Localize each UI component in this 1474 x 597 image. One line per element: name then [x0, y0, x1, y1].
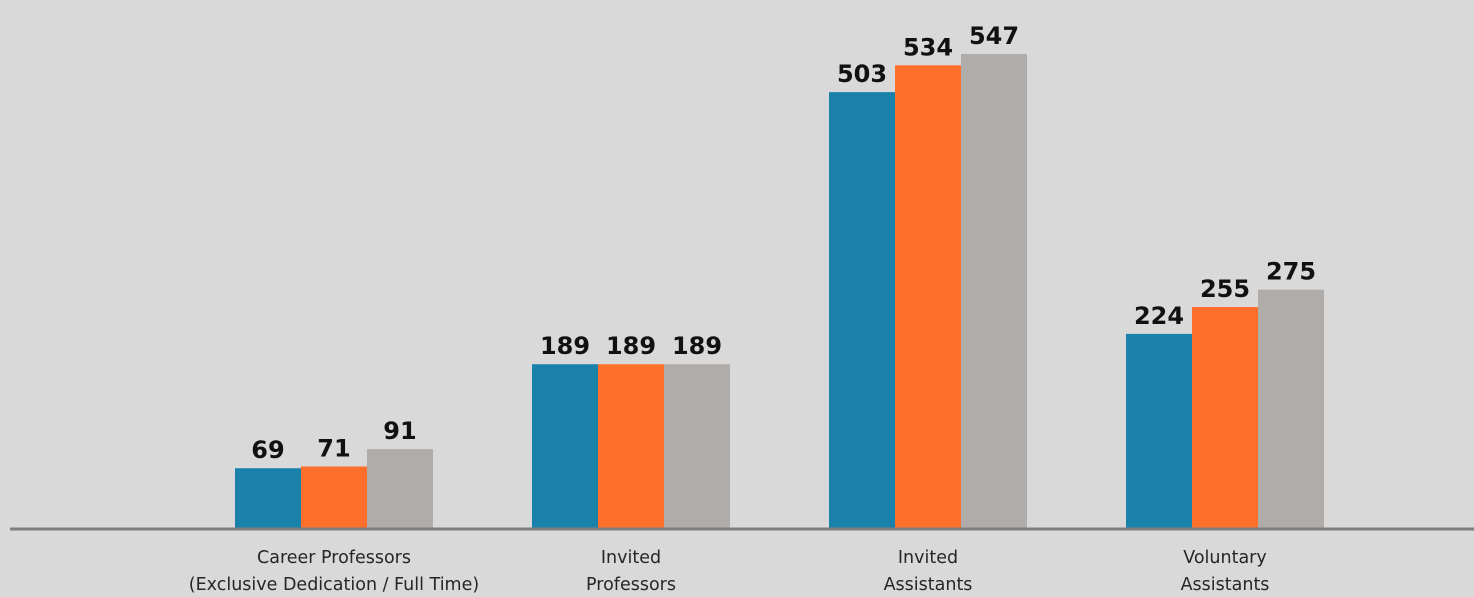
bar-2-2	[961, 54, 1027, 528]
category-label-1-1: Professors	[586, 575, 676, 595]
bar-3-0	[1126, 333, 1192, 528]
category-label-0-0: Career Professors	[257, 548, 411, 568]
category-label-0-1: (Exclusive Dedication / Full Time)	[189, 575, 479, 595]
data-label-2-0: 503	[837, 60, 887, 88]
bar-0-2	[367, 449, 433, 528]
data-label-1-2: 189	[672, 332, 722, 360]
bar-1-0	[532, 364, 598, 528]
data-label-1-0: 189	[540, 332, 590, 360]
data-label-1-1: 189	[606, 332, 656, 360]
bar-3-2	[1258, 289, 1324, 528]
bar-1-2	[664, 364, 730, 528]
category-label-2-0: Invited	[898, 548, 958, 568]
data-label-2-1: 534	[903, 33, 953, 61]
category-label-3-1: Assistants	[1181, 575, 1270, 595]
bar-1-1	[598, 364, 664, 528]
data-label-3-0: 224	[1134, 302, 1184, 330]
bar-0-1	[301, 466, 367, 528]
data-label-2-2: 547	[969, 22, 1019, 50]
data-label-3-1: 255	[1200, 275, 1250, 303]
bar-2-0	[829, 92, 895, 529]
bar-0-0	[235, 468, 301, 528]
bar-2-1	[895, 65, 961, 529]
bar-3-1	[1192, 307, 1258, 528]
data-label-0-1: 71	[317, 434, 350, 462]
category-label-1-0: Invited	[601, 548, 661, 568]
data-label-3-2: 275	[1266, 258, 1316, 286]
category-label-3-0: Voluntary	[1183, 548, 1267, 568]
data-label-0-0: 69	[251, 436, 284, 464]
data-label-0-2: 91	[383, 417, 416, 445]
category-label-2-1: Assistants	[884, 575, 973, 595]
